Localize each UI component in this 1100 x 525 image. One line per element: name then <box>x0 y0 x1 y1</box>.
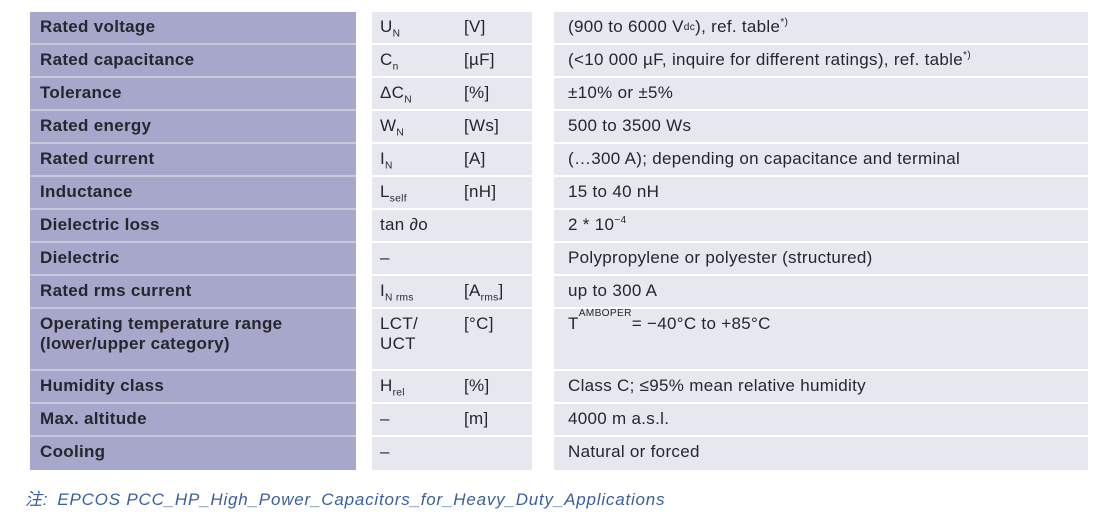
spec-value-cell: Polypropylene or polyester (structured) <box>554 243 1088 276</box>
spec-symbol: ΔCN <box>380 83 412 106</box>
table-row: Rated rms current IN rms [Arms] up to 30… <box>30 276 1088 309</box>
spec-symbol: tan ∂o <box>380 215 429 235</box>
spec-symbol: IN rms <box>380 281 414 304</box>
caption-note-prefix: 注: <box>25 490 49 509</box>
table-row: Operating temperature range (lower/upper … <box>30 308 1088 371</box>
table-row: Tolerance ΔCN [%] ±10% or ±5% <box>30 78 1088 111</box>
spec-unit: [Ws] <box>464 116 500 136</box>
table-row: Humidity class Hrel [%] Class C; ≤95% me… <box>30 371 1088 404</box>
spec-value-cell: ±10% or ±5% <box>554 78 1088 111</box>
spec-unit: [V] <box>464 17 486 37</box>
spec-symbol: Hrel <box>380 376 405 399</box>
table-row: Cooling – Natural or forced <box>30 437 1088 470</box>
spec-unit: [°C] <box>464 314 494 333</box>
spec-unit: [Arms] <box>464 281 504 304</box>
spec-name-cell: Tolerance <box>30 78 356 111</box>
spec-name-cell: Cooling <box>30 437 356 470</box>
spec-symbol-unit-cell: tan ∂o <box>372 210 532 243</box>
spec-value-cell: (…300 A); depending on capacitance and t… <box>554 144 1088 177</box>
spec-value-cell: up to 300 A <box>554 276 1088 309</box>
table-row: Dielectric loss tan ∂o 2 * 10 −4 <box>30 210 1088 243</box>
spec-unit: [µF] <box>464 50 495 70</box>
spec-name-cell: Humidity class <box>30 371 356 404</box>
table-row: Rated energy WN [Ws] 500 to 3500 Ws <box>30 111 1088 144</box>
spec-unit: [%] <box>464 83 490 103</box>
spec-symbol-unit-cell: Cn [µF] <box>372 45 532 78</box>
spec-value-cell: Natural or forced <box>554 437 1088 470</box>
spec-unit: [m] <box>464 409 489 429</box>
spec-name-cell: Dielectric <box>30 243 356 276</box>
spec-symbol-unit-cell: IN rms [Arms] <box>372 276 532 309</box>
spec-name-cell: Rated capacitance <box>30 45 356 78</box>
table-row: Dielectric – Polypropylene or polyester … <box>30 243 1088 276</box>
spec-unit: [nH] <box>464 182 497 202</box>
spec-unit: [%] <box>464 376 490 396</box>
spec-symbol-unit-cell: UN [V] <box>372 12 532 45</box>
spec-symbol: UN <box>380 17 401 40</box>
spec-symbol-unit-cell: IN [A] <box>372 144 532 177</box>
spec-symbol-unit-cell: Lself [nH] <box>372 177 532 210</box>
spec-symbol-unit-cell: LCT/UCT [°C] <box>372 309 532 371</box>
spec-symbol-unit-cell: – [m] <box>372 404 532 437</box>
spec-value-cell: T AMBOPER = −40°C to +85°C <box>554 308 1088 371</box>
table-row: Rated current IN [A] (…300 A); depending… <box>30 144 1088 177</box>
spec-name-cell: Rated energy <box>30 111 356 144</box>
spec-name-cell: Inductance <box>30 177 356 210</box>
spec-symbol: Lself <box>380 182 407 205</box>
table-row: Inductance Lself [nH] 15 to 40 nH <box>30 177 1088 210</box>
spec-symbol: IN <box>380 149 393 172</box>
table-row: Rated capacitance Cn [µF] (<10 000 µF, i… <box>30 45 1088 78</box>
spec-symbol: LCT/UCT <box>380 314 419 354</box>
spec-symbol-unit-cell: WN [Ws] <box>372 111 532 144</box>
spec-symbol-unit-cell: – <box>372 243 532 276</box>
spec-symbol: Cn <box>380 50 399 73</box>
spec-symbol-unit-cell: – <box>372 437 532 470</box>
spec-name-cell: Rated current <box>30 144 356 177</box>
spec-unit: [A] <box>464 149 486 169</box>
table-row: Max. altitude – [m] 4000 m a.s.l. <box>30 404 1088 437</box>
spec-symbol: – <box>380 248 390 268</box>
spec-name-cell: Rated rms current <box>30 276 356 309</box>
spec-symbol: WN <box>380 116 405 139</box>
spec-name-cell: Max. altitude <box>30 404 356 437</box>
spec-name-cell: Dielectric loss <box>30 210 356 243</box>
spec-name-cell: Rated voltage <box>30 12 356 45</box>
spec-value-cell: (<10 000 µF, inquire for different ratin… <box>554 45 1088 78</box>
spec-symbol-unit-cell: Hrel [%] <box>372 371 532 404</box>
spec-value-cell: Class C; ≤95% mean relative humidity <box>554 371 1088 404</box>
spec-symbol: – <box>380 409 390 429</box>
spec-value-cell: 15 to 40 nH <box>554 177 1088 210</box>
spec-name-cell: Operating temperature range (lower/upper … <box>30 309 356 371</box>
spec-value-cell: 500 to 3500 Ws <box>554 111 1088 144</box>
spec-symbol: – <box>380 442 390 462</box>
spec-value-cell: 2 * 10 −4 <box>554 210 1088 243</box>
spec-value-cell: 4000 m a.s.l. <box>554 404 1088 437</box>
source-caption: 注: EPCOS PCC_HP_High_Power_Capacitors_for… <box>25 485 665 510</box>
spec-symbol-unit-cell: ΔCN [%] <box>372 78 532 111</box>
caption-source-text: EPCOS PCC_HP_High_Power_Capacitors_for_H… <box>57 490 666 509</box>
